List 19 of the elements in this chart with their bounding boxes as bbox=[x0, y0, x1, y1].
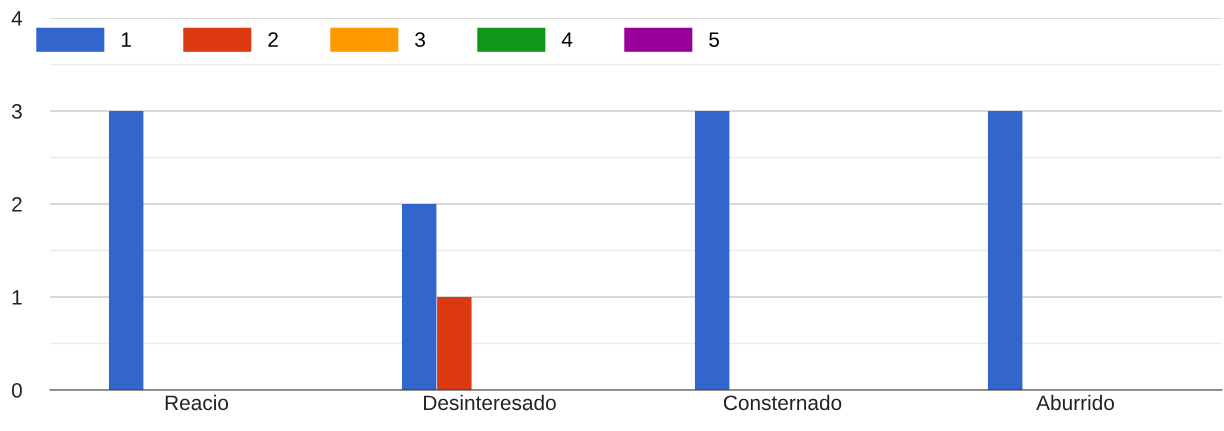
y-tick-label: 0 bbox=[11, 383, 22, 398]
legend-label: 1 bbox=[121, 32, 131, 47]
legend-label: 5 bbox=[709, 32, 720, 47]
x-tick-label: Aburrido bbox=[1036, 394, 1114, 411]
y-tick-label: 3 bbox=[11, 104, 22, 119]
bar bbox=[694, 111, 730, 390]
x-tick-label: Reacio bbox=[165, 394, 229, 411]
legend-label: 2 bbox=[268, 32, 278, 47]
y-tick-label: 4 bbox=[11, 11, 23, 26]
legend-label: 3 bbox=[415, 32, 425, 47]
x-tick-label: Consternado bbox=[723, 394, 842, 411]
bar bbox=[437, 297, 472, 390]
bar bbox=[108, 111, 144, 390]
x-tick-label: Desinteresado bbox=[424, 394, 556, 411]
bar bbox=[401, 204, 437, 390]
bar bbox=[987, 111, 1023, 390]
y-tick-label: 1 bbox=[12, 290, 22, 305]
legend-label: 4 bbox=[561, 32, 573, 47]
y-tick-label: 2 bbox=[12, 197, 22, 212]
